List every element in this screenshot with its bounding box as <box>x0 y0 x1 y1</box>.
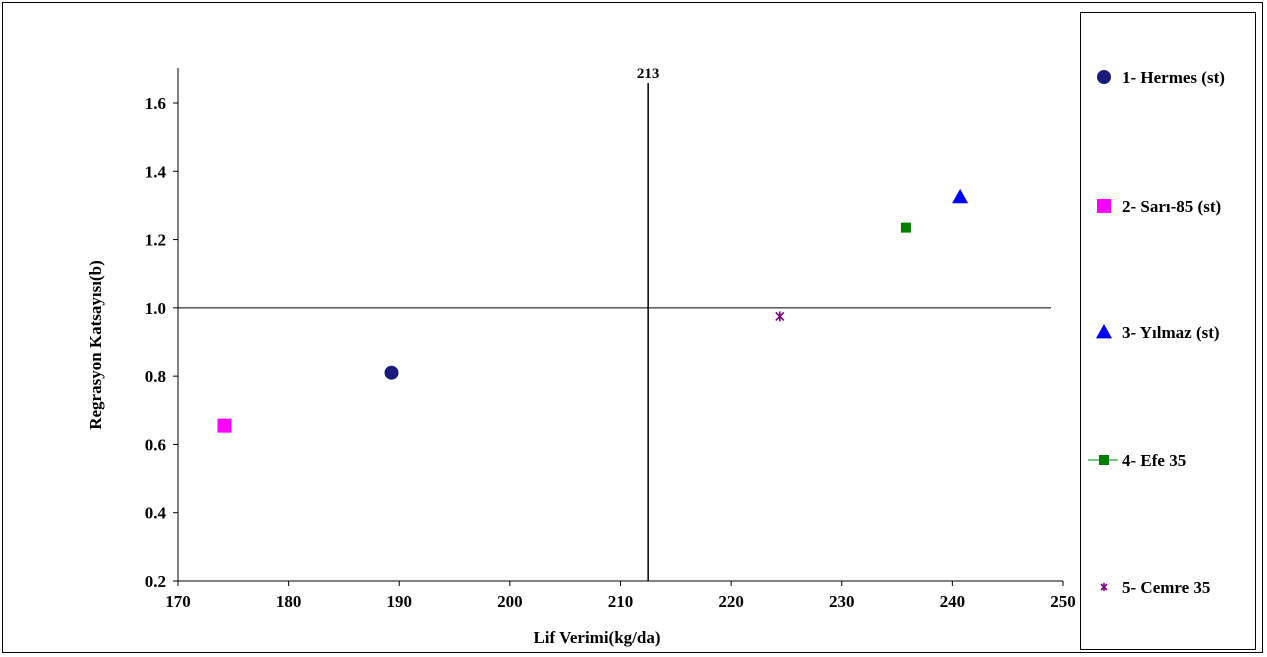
legend-label: 1- Hermes (st) <box>1122 68 1225 87</box>
legend-label: 4- Efe 35 <box>1122 451 1186 470</box>
reference-lines: 213 <box>178 66 1051 581</box>
square-marker <box>1099 455 1109 465</box>
x-tick-label: 230 <box>829 592 855 611</box>
legend-item: 2- Sarı-85 (st) <box>1097 197 1221 216</box>
x-tick-label: 180 <box>276 592 302 611</box>
legend: 1- Hermes (st) 2- Sarı-85 (st) 3- Yılmaz (… <box>1088 68 1225 597</box>
x-tick-label: 210 <box>608 592 634 611</box>
reference-line-label: 213 <box>637 66 660 82</box>
y-tick-label: 1.2 <box>145 231 166 250</box>
x-tick-label: 240 <box>940 592 966 611</box>
star-marker <box>775 311 785 322</box>
legend-label: 5- Cemre 35 <box>1122 578 1210 597</box>
x-axis-title: Lif Verimi(kg/da) <box>533 628 660 647</box>
y-axis-title: Regrasyon Katsayısı(b) <box>86 260 105 430</box>
x-tick-label: 250 <box>1050 592 1076 611</box>
y-tick-label: 0.6 <box>145 435 166 454</box>
legend-item: 5- Cemre 35 <box>1100 578 1210 597</box>
x-tick-label: 220 <box>718 592 744 611</box>
legend-item: 1- Hermes (st) <box>1097 68 1225 87</box>
legend-label: 3- Yılmaz (st) <box>1122 323 1220 342</box>
square-marker <box>900 222 911 233</box>
data-points <box>217 188 969 433</box>
legend-box <box>1080 12 1256 650</box>
data-point <box>952 188 969 204</box>
data-point <box>384 365 399 380</box>
square-marker <box>1097 199 1111 213</box>
x-tick-label: 170 <box>165 592 191 611</box>
x-tick-label: 200 <box>497 592 523 611</box>
star-marker <box>1100 583 1108 591</box>
triangle-marker <box>952 188 969 204</box>
x-tick-label: 190 <box>387 592 413 611</box>
y-tick-label: 1.4 <box>145 162 167 181</box>
data-point <box>775 311 785 322</box>
legend-label: 2- Sarı-85 (st) <box>1122 197 1221 216</box>
data-point <box>900 222 911 233</box>
circle-marker <box>1097 70 1111 84</box>
y-tick-label: 0.8 <box>145 367 166 386</box>
square-marker <box>217 418 232 433</box>
y-tick-label: 0.2 <box>145 572 166 591</box>
circle-marker <box>384 365 399 380</box>
data-point <box>217 418 232 433</box>
triangle-marker <box>1096 324 1112 339</box>
y-tick-label: 1.6 <box>145 94 166 113</box>
axes <box>177 68 1063 582</box>
y-tick-label: 0.4 <box>145 504 167 523</box>
y-tick-label: 1.0 <box>145 299 166 318</box>
legend-item: 4- Efe 35 <box>1088 451 1186 470</box>
ticks: 170 180 190 200 210 220 230 240 250 0.2 0.4 0.6 0.8 1… <box>145 94 1076 611</box>
legend-item: 3- Yılmaz (st) <box>1096 323 1220 342</box>
